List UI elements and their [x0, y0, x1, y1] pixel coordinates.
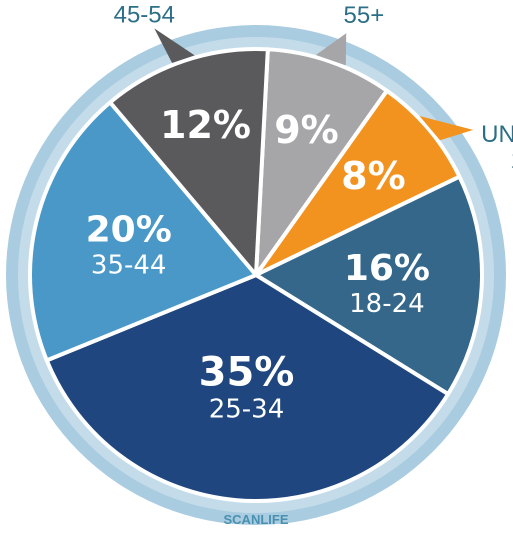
pie-slice-45-54	[108, 47, 270, 277]
value-label-25-34: 35%	[199, 350, 295, 396]
pie-slice-35-44	[28, 100, 258, 363]
category-label-25-34: 25-34	[209, 395, 285, 425]
category-label-under-18-2: 18	[510, 147, 513, 174]
category-label-55: 55+	[344, 2, 385, 29]
category-label-18-24: 18-24	[349, 289, 425, 319]
pointer-under-18	[419, 116, 474, 141]
value-label-18-24: 16%	[344, 248, 430, 289]
category-label-under-18-1: UNDER	[481, 121, 513, 148]
value-label-45-54: 12%	[160, 103, 251, 147]
pointer-55	[315, 33, 347, 66]
value-label-55: 9%	[274, 108, 339, 152]
pie-slice-18-24	[254, 174, 484, 397]
category-label-45-54: 45-54	[114, 1, 175, 28]
pie-slice-under-18	[254, 88, 462, 277]
pie-slice-55	[254, 47, 389, 277]
value-label-under-18: 8%	[341, 154, 406, 198]
pointer-45-54	[154, 28, 195, 63]
pie-slice-25-34	[44, 273, 451, 503]
category-label-35-44: 35-44	[91, 251, 167, 281]
value-label-35-44: 20%	[86, 210, 172, 251]
logo-text: SCANLIFE	[224, 512, 289, 527]
